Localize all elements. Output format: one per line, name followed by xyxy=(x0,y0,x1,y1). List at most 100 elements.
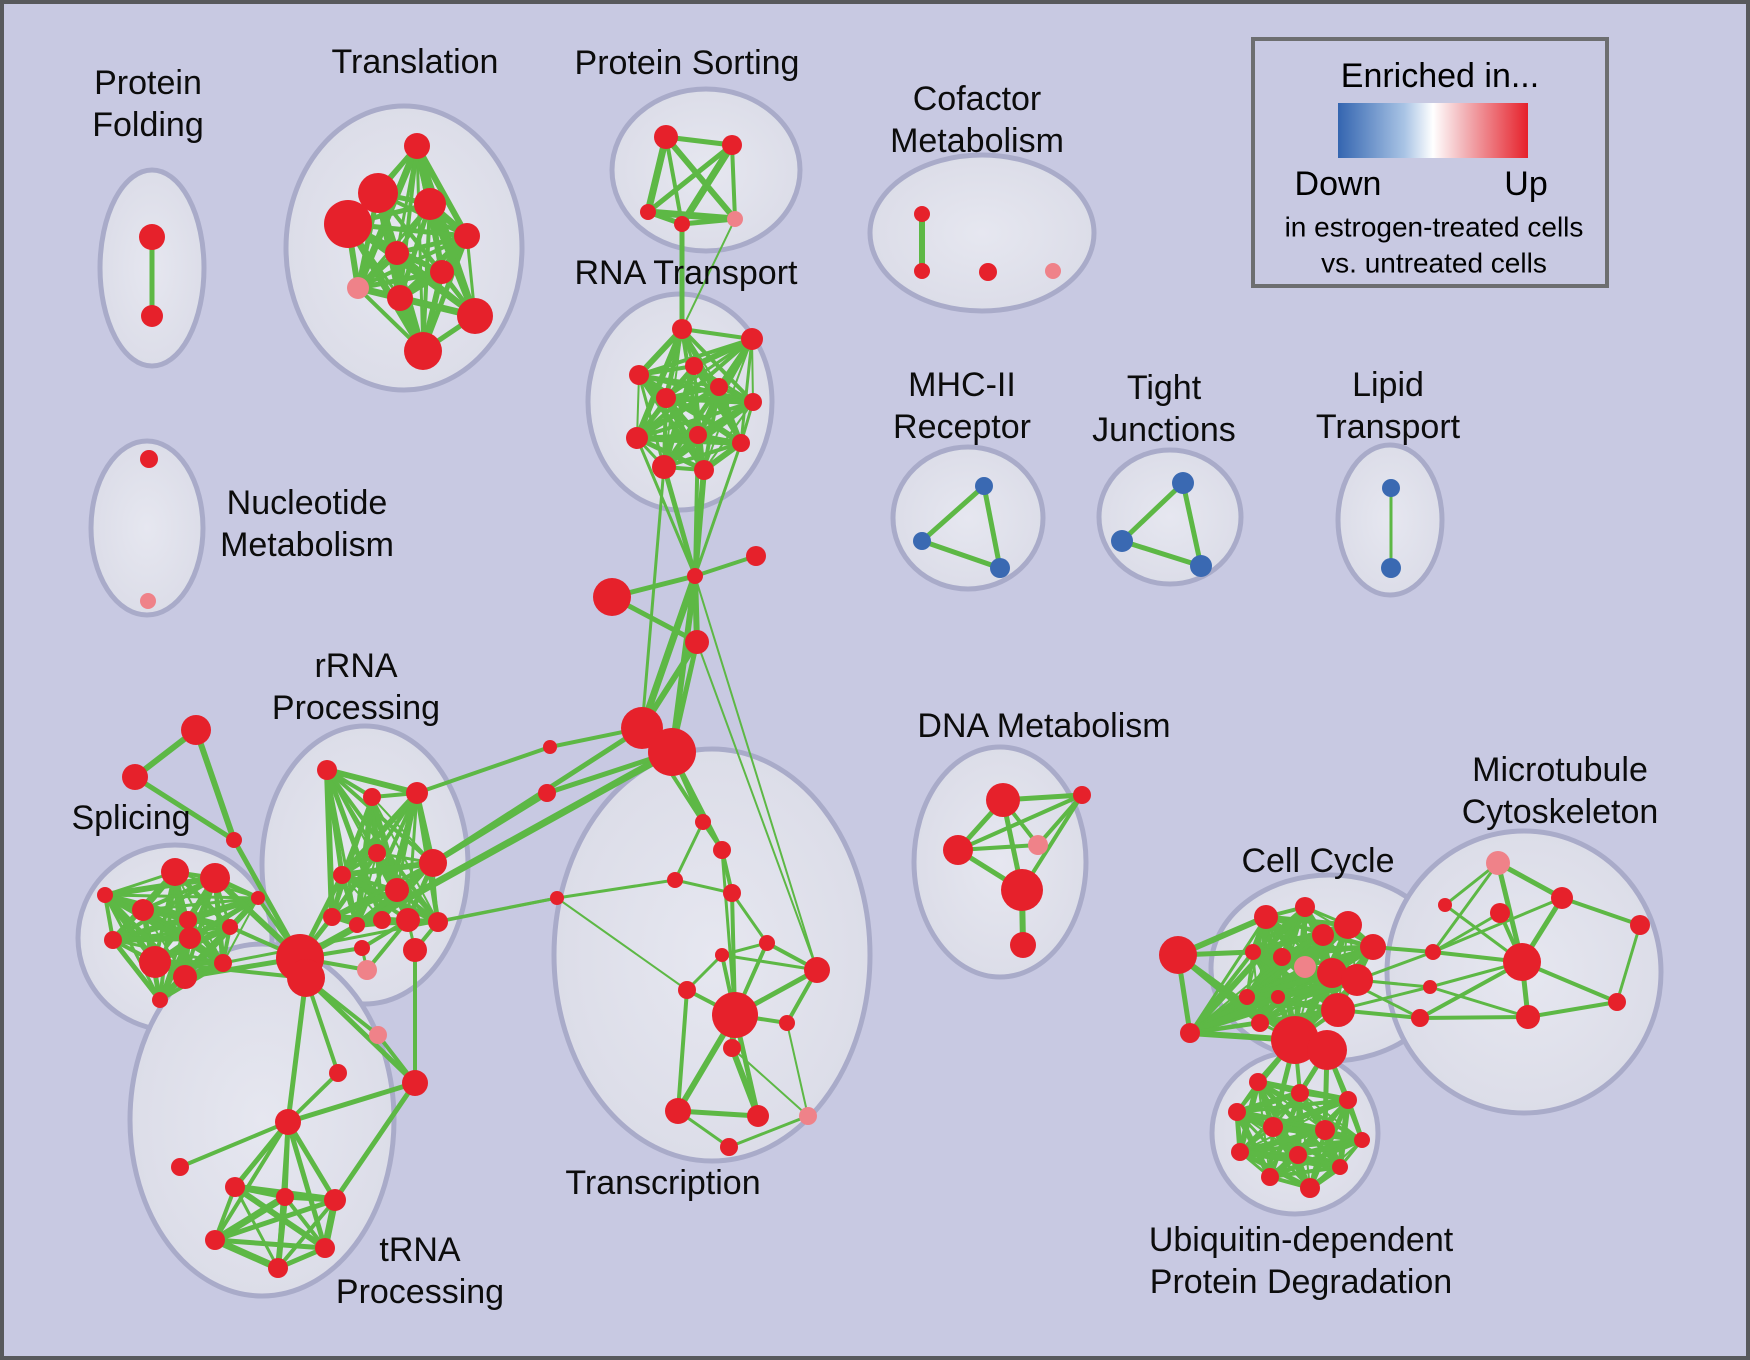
edge xyxy=(193,727,237,843)
node-tr7 xyxy=(430,260,454,284)
edge xyxy=(110,937,163,1003)
node-c4 xyxy=(1273,948,1291,966)
edge xyxy=(1235,1098,1350,1114)
edge xyxy=(676,988,689,1113)
edge xyxy=(636,326,685,378)
node-r3 xyxy=(406,782,428,804)
edge xyxy=(1187,994,1281,1036)
edge xyxy=(634,435,707,473)
edge xyxy=(285,1080,418,1125)
edge xyxy=(1431,896,1564,954)
node-x9 xyxy=(712,992,758,1038)
node-ccL xyxy=(1159,936,1197,974)
node-s13 xyxy=(173,965,197,989)
node-layer xyxy=(97,125,1650,1278)
node-c2 xyxy=(1295,897,1315,917)
node-rt12 xyxy=(694,460,714,480)
node-lt1 xyxy=(1382,479,1400,497)
edge xyxy=(430,725,645,866)
legend-box xyxy=(1251,37,1609,288)
legend-title: Enriched in... xyxy=(1341,57,1539,95)
node-tr11 xyxy=(404,332,442,370)
node-mc1 xyxy=(1551,887,1573,909)
legend-up-label: Up xyxy=(1504,165,1547,203)
edge xyxy=(1418,1015,1530,1020)
node-r15 xyxy=(357,960,377,980)
node-s2 xyxy=(200,863,230,893)
node-rt9 xyxy=(689,426,707,444)
node-b10 xyxy=(1332,1159,1348,1175)
node-mc3 xyxy=(1608,993,1626,1011)
node-lt2 xyxy=(1381,558,1401,578)
cluster-label-tight-junctions: Tight xyxy=(1127,369,1202,407)
edge xyxy=(681,218,736,330)
node-x5 xyxy=(759,935,775,951)
edge xyxy=(1119,538,1204,569)
node-pf2 xyxy=(141,305,163,327)
edge xyxy=(731,1047,809,1117)
cluster-label-cofactor-metabolism: Metabolism xyxy=(890,122,1064,160)
node-d6 xyxy=(1010,932,1036,958)
node-ps4 xyxy=(674,216,690,232)
cluster-label-ubiquitin-degradation: Protein Degradation xyxy=(1150,1263,1452,1301)
node-c3 xyxy=(1245,944,1261,960)
node-u4 xyxy=(205,1230,225,1250)
edge xyxy=(664,135,684,226)
edge xyxy=(730,143,737,221)
edge xyxy=(956,793,1084,852)
legend-caption-line2: vs. untreated cells xyxy=(1321,247,1547,278)
node-s3 xyxy=(132,899,154,921)
node-g2 xyxy=(287,959,325,997)
edge xyxy=(285,1119,328,1251)
edge xyxy=(694,575,818,971)
edge xyxy=(1119,480,1186,544)
edge xyxy=(325,768,359,927)
node-cf2 xyxy=(914,263,930,279)
edge xyxy=(1180,480,1204,569)
node-b6 xyxy=(1315,1120,1335,1140)
edge xyxy=(1188,933,1325,1035)
node-c12 xyxy=(1271,990,1285,1004)
node-c15 xyxy=(1321,993,1355,1027)
node-rt7 xyxy=(744,393,762,411)
node-tL xyxy=(171,1158,189,1176)
edge xyxy=(696,641,818,971)
node-b5 xyxy=(1263,1117,1283,1137)
edge xyxy=(640,465,666,730)
node-u2 xyxy=(276,1188,294,1206)
cluster-ellipse-dna-metabolism xyxy=(911,744,1089,980)
node-mh1 xyxy=(975,477,993,495)
node-rt4 xyxy=(685,357,703,375)
edge xyxy=(1431,911,1502,954)
cluster-label-microtubule-cytoskeleton: Microtubule xyxy=(1472,751,1648,789)
node-tr8 xyxy=(347,277,369,299)
node-x8 xyxy=(804,957,830,983)
edge xyxy=(634,384,722,441)
node-x14 xyxy=(799,1107,817,1125)
node-tj1 xyxy=(1172,472,1194,494)
node-x7 xyxy=(678,981,696,999)
edge xyxy=(276,1198,337,1270)
node-c7 xyxy=(1360,934,1386,960)
legend: Enriched in... Down Up in estrogen-treat… xyxy=(1251,37,1609,288)
node-pf1 xyxy=(139,224,165,250)
node-u5 xyxy=(315,1238,335,1258)
node-mh3 xyxy=(990,558,1010,578)
node-rt2 xyxy=(741,328,763,350)
edge xyxy=(673,878,734,895)
node-tr6 xyxy=(385,241,409,265)
node-ps1 xyxy=(654,125,678,149)
node-tr1 xyxy=(404,133,430,159)
node-mcP xyxy=(1486,851,1510,875)
edge xyxy=(339,790,420,878)
edge xyxy=(285,975,309,1125)
edge xyxy=(157,935,193,1003)
edge xyxy=(212,1237,328,1251)
node-rt6 xyxy=(710,378,728,396)
node-rt8 xyxy=(626,427,648,449)
node-s4 xyxy=(179,911,197,929)
edge xyxy=(1526,1000,1619,1019)
node-s9 xyxy=(97,887,113,903)
